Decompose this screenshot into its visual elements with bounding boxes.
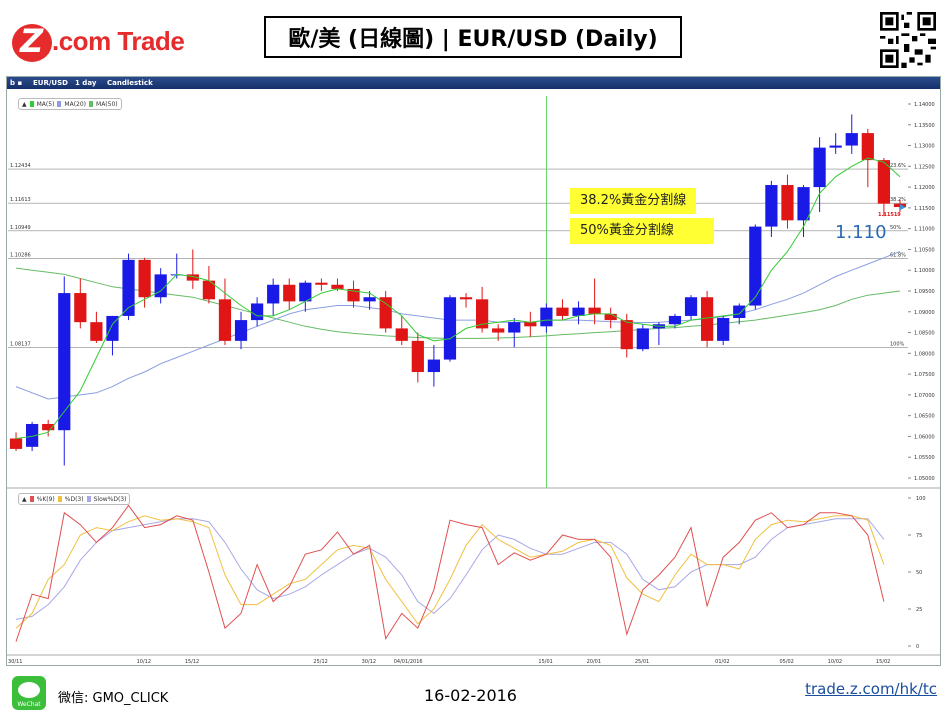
fib382-annotation: 38.2%黃金分割線: [570, 188, 697, 214]
toolbar-symbol[interactable]: EUR/USD: [33, 79, 68, 87]
legend-collapse-icon[interactable]: ▲: [22, 100, 27, 108]
legend-d: %D(3): [64, 495, 84, 503]
chart-toolbar: b ▪ EUR/USD 1 day Candlestick: [7, 77, 940, 89]
logo-z: Z: [20, 22, 44, 60]
main-legend: ▲ MA(5) MA(20) MA(50): [18, 98, 122, 110]
legend-swatch-k: [29, 496, 34, 502]
wechat-icon: WeChat: [12, 676, 46, 710]
legend-ma20: MA(20): [64, 100, 87, 108]
fib50-annotation: 50%黃金分割線: [570, 218, 714, 244]
legend-k: %K(9): [36, 495, 55, 503]
footer-date: 16-02-2016: [424, 686, 517, 705]
toolbar-timeframe[interactable]: 1 day: [75, 79, 97, 87]
price-annotation: 1.110: [835, 222, 887, 243]
toolbar-flag-icon: b ▪: [10, 79, 23, 87]
osc-legend: ▲ %K(9) %D(3) Slow%D(3): [18, 493, 131, 505]
website-link[interactable]: trade.z.com/hk/tc: [805, 680, 937, 698]
legend-ma50: MA(50): [96, 100, 118, 108]
legend-slowd: Slow%D(3): [93, 495, 127, 503]
brand-logo: Z .com Trade: [8, 20, 208, 64]
legend-swatch-ma5: [29, 101, 34, 107]
qr-code-icon: [880, 12, 936, 68]
wechat-badge: WeChat: [17, 701, 41, 708]
logo-circle: [12, 24, 52, 62]
chart-panel: [6, 76, 941, 666]
page-title: 歐/美 (日線圖) | EUR/USD (Daily): [264, 16, 682, 58]
legend-ma5: MA(5): [36, 100, 55, 108]
legend-swatch-ma20: [57, 101, 62, 107]
logo-text: .com Trade: [52, 26, 185, 56]
legend-swatch-d: [57, 496, 62, 502]
chat-bubble-icon: [18, 682, 40, 698]
wechat-id: 微信: GMO_CLICK: [58, 691, 169, 706]
legend-swatch-slowd: [86, 496, 91, 502]
osc-collapse-icon[interactable]: ▲: [22, 495, 27, 503]
toolbar-chart-type[interactable]: Candlestick: [107, 79, 153, 87]
legend-swatch-ma50: [89, 101, 94, 107]
